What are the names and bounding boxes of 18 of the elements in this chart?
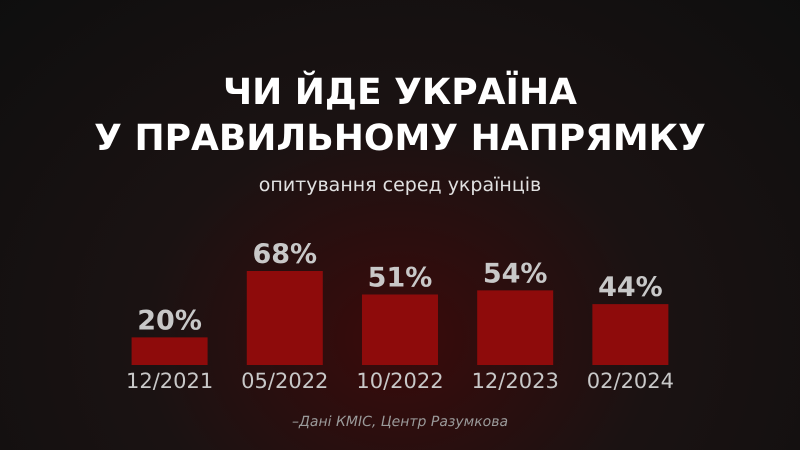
data-label: 54% xyxy=(482,258,548,290)
x-tick-label: 12/2023 xyxy=(472,368,559,393)
bar xyxy=(362,294,438,365)
x-tick-label: 05/2022 xyxy=(241,368,328,393)
chart-title: ЧИ ЙДЕ УКРАЇНА У ПРАВИЛЬНОМУ НАПРЯМКУ xyxy=(93,70,707,161)
data-label: 20% xyxy=(137,305,202,336)
bar xyxy=(592,304,668,365)
x-tick-label: 10/2022 xyxy=(356,368,444,393)
data-label: 68% xyxy=(252,239,318,270)
data-label: 51% xyxy=(368,262,432,294)
x-tick-label: 12/2021 xyxy=(126,368,214,393)
bar xyxy=(132,337,208,365)
bar xyxy=(477,290,554,365)
x-tick-label: 02/2024 xyxy=(586,368,674,393)
bar xyxy=(246,271,323,365)
data-label: 44% xyxy=(598,272,663,304)
text: –Дані КМІС, Центр Разумкова xyxy=(290,414,510,430)
chart-subtitle: опитування серед українців xyxy=(258,174,542,196)
